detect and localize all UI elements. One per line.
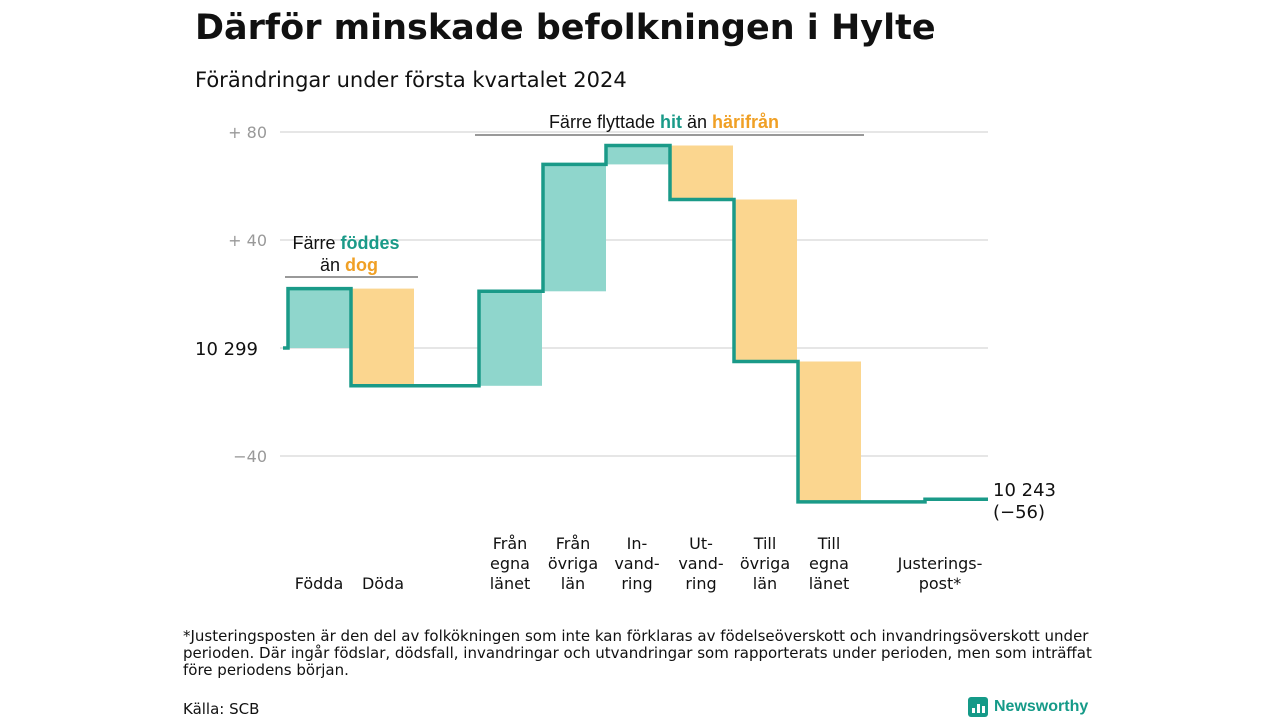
x-label-justeringspost: post* (919, 574, 962, 593)
brand-name: Newsworthy (994, 698, 1089, 715)
bar-invandring (606, 145, 669, 165)
newsworthy-icon (968, 697, 988, 717)
x-label-invandring: vand- (614, 554, 659, 573)
x-label-till-egna-lanet: länet (809, 574, 850, 593)
annotation-births-line2: än dog (320, 255, 378, 275)
bar-doda (351, 288, 414, 386)
cumulative-step-line (283, 143, 988, 504)
x-label-till-egna-lanet: egna (809, 554, 849, 573)
x-label-fodda: Födda (295, 574, 344, 593)
brand-logo: Newsworthy (968, 697, 1088, 717)
annotation-births-line1: Färre föddes (292, 233, 399, 253)
start-value-label: 10 299 (195, 339, 258, 360)
bar-fran-egna-lanet (479, 291, 542, 386)
end-change-label: (−56) (993, 502, 1045, 523)
x-label-utvandring: ring (685, 574, 716, 593)
bar-utvandring (670, 145, 733, 200)
x-label-utvandring: vand- (678, 554, 723, 573)
footnote: *Justeringsposten är den del av folkökni… (183, 627, 1092, 679)
chart-title: Därför minskade befolkningen i Hylte (195, 8, 936, 48)
x-label-fran-egna-lanet: Från (493, 534, 528, 553)
x-label-fran-ovriga-lan: län (561, 574, 585, 593)
x-label-invandring: In- (627, 534, 648, 553)
x-label-doda: Döda (362, 574, 404, 593)
x-label-fran-ovriga-lan: Från (556, 534, 591, 553)
bar-fodda (288, 288, 351, 348)
y-tick-label: −40 (233, 447, 267, 466)
x-label-justeringspost: Justerings- (897, 554, 983, 573)
x-label-fran-egna-lanet: egna (490, 554, 530, 573)
annotation-migration: Färre flyttade hit än härifrån (549, 112, 779, 132)
x-label-utvandring: Ut- (689, 534, 713, 553)
x-label-till-ovriga-lan: län (753, 574, 777, 593)
end-value-label: 10 243 (993, 480, 1056, 501)
x-label-till-ovriga-lan: övriga (740, 554, 790, 573)
x-label-till-ovriga-lan: Till (753, 534, 777, 553)
x-label-invandring: ring (621, 574, 652, 593)
y-tick-label: + 40 (228, 231, 267, 250)
chart-subtitle: Förändringar under första kvartalet 2024 (195, 68, 627, 92)
y-tick-label: + 80 (228, 123, 267, 142)
bar-till-ovriga-lan (734, 199, 797, 362)
waterfall-chart: + 80 + 40 −40 10 299 10 243(−56) Födda Döda Frå… (195, 112, 1056, 593)
source-label: Källa: SCB (183, 700, 260, 718)
bar-fran-ovriga-lan (543, 164, 606, 292)
x-label-fran-ovriga-lan: övriga (548, 554, 598, 573)
bar-till-egna-lanet (798, 361, 861, 502)
x-label-till-egna-lanet: Till (817, 534, 841, 553)
x-label-fran-egna-lanet: länet (490, 574, 531, 593)
